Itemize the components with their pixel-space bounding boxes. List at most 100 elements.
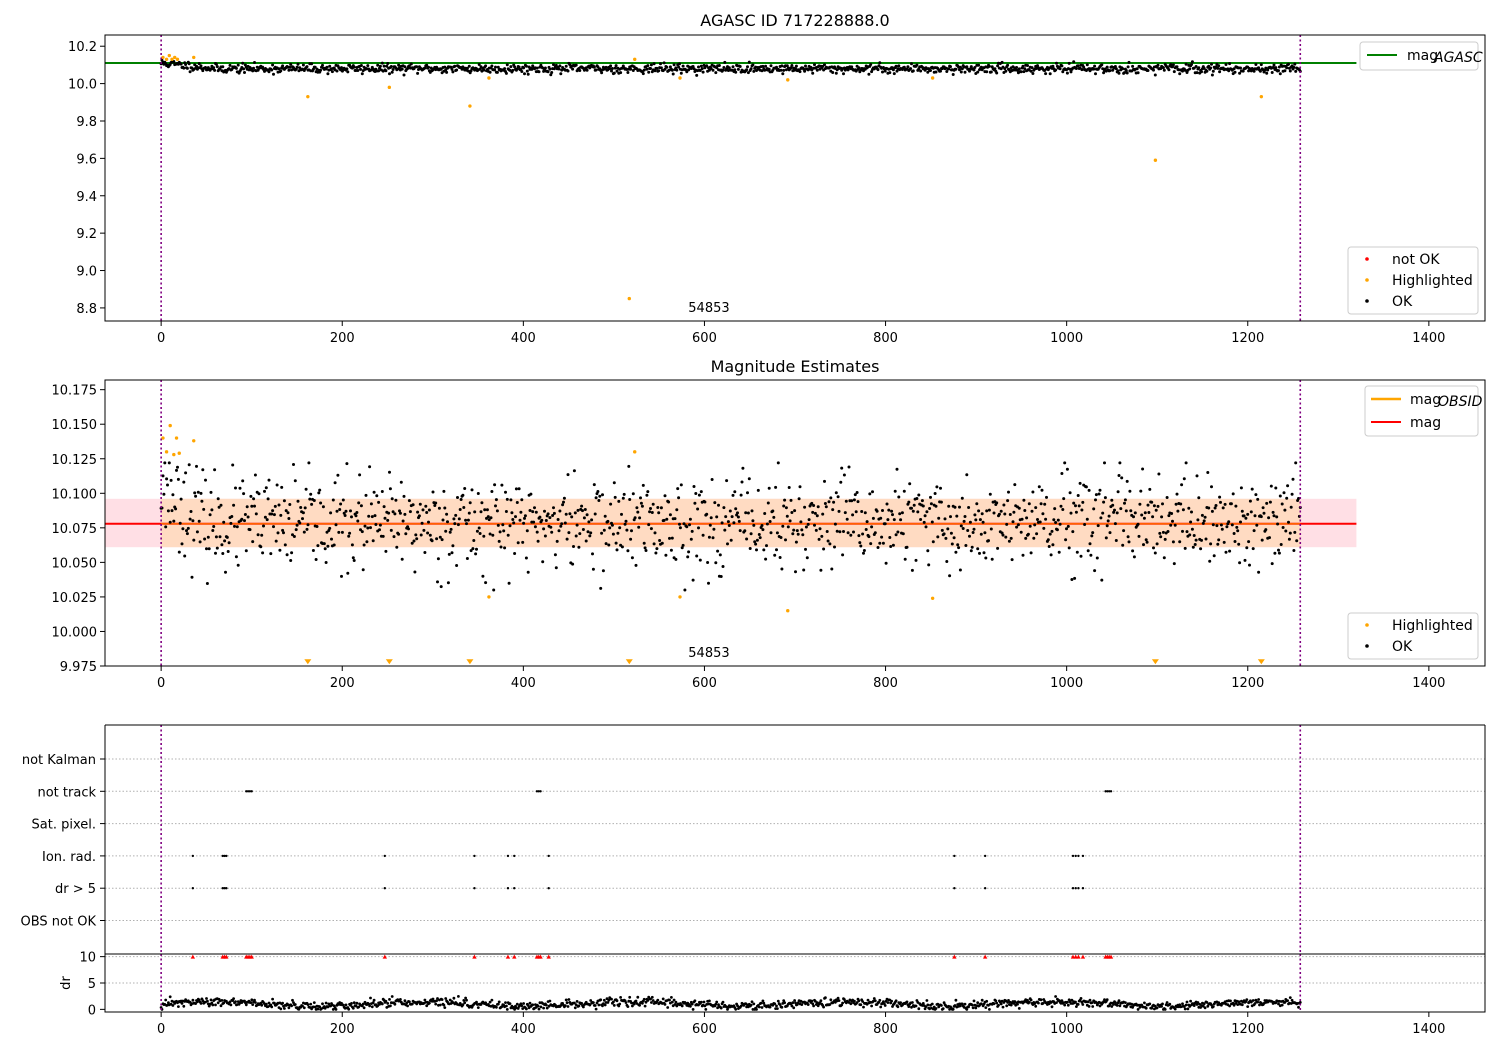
ok-point xyxy=(459,498,463,501)
ok-point xyxy=(1105,65,1109,69)
ok-point xyxy=(227,541,231,545)
flag-category-label: OBS not OK xyxy=(21,915,97,930)
ok-point xyxy=(542,527,546,531)
ok-point xyxy=(689,537,693,541)
flag-point xyxy=(539,790,542,793)
ok-point xyxy=(1243,558,1247,562)
ok-point xyxy=(443,506,447,510)
ok-point xyxy=(1011,520,1015,524)
ok-point xyxy=(961,527,965,530)
ok-point xyxy=(1047,545,1051,548)
ok-point xyxy=(189,510,193,513)
ok-point xyxy=(250,504,254,508)
ok-point xyxy=(393,512,397,516)
ok-point xyxy=(609,502,613,506)
ok-point xyxy=(296,499,300,503)
ok-point xyxy=(694,492,698,495)
ok-point xyxy=(166,483,169,487)
y-tick-label: 0 xyxy=(88,1003,96,1018)
ok-point xyxy=(1067,998,1071,1002)
ok-point xyxy=(406,1004,409,1008)
ok-point xyxy=(988,492,992,496)
ok-point xyxy=(933,492,937,495)
ok-point xyxy=(545,1006,549,1010)
ok-point xyxy=(890,509,894,513)
ok-point xyxy=(947,67,951,71)
ok-point xyxy=(1248,499,1252,503)
ok-point xyxy=(386,1002,390,1005)
ok-point xyxy=(292,463,295,466)
highlighted-point xyxy=(192,55,196,60)
ok-point xyxy=(194,494,198,498)
ok-point xyxy=(362,1006,366,1010)
ok-point xyxy=(371,539,375,543)
ok-point xyxy=(574,534,578,538)
ok-point xyxy=(996,64,1000,68)
ok-point xyxy=(368,465,372,469)
ok-point xyxy=(475,547,478,551)
flag-point xyxy=(221,854,224,858)
ok-point xyxy=(328,64,332,68)
ok-point xyxy=(472,539,476,542)
ok-point xyxy=(1163,537,1167,541)
ok-point xyxy=(782,504,786,508)
ok-point xyxy=(1064,538,1068,542)
ok-point xyxy=(748,547,752,550)
ok-point xyxy=(218,535,222,539)
ok-point xyxy=(376,63,380,67)
ok-point xyxy=(806,1003,810,1006)
ok-point xyxy=(1171,540,1175,544)
ok-point xyxy=(831,71,835,74)
ok-point xyxy=(630,529,633,533)
ok-point xyxy=(219,1004,223,1008)
ok-point xyxy=(919,518,923,521)
ok-point xyxy=(1286,999,1289,1002)
ok-point xyxy=(177,1005,180,1008)
ok-point xyxy=(185,529,188,533)
x-tick-label: 1000 xyxy=(1050,676,1083,691)
ok-point xyxy=(182,480,186,484)
ok-point xyxy=(1295,539,1299,543)
ok-point xyxy=(275,483,279,487)
ok-point xyxy=(722,66,726,69)
capped-dr-marker xyxy=(512,954,517,959)
ok-point xyxy=(310,502,314,506)
ok-point xyxy=(1124,69,1128,72)
y-tick-label: 10.2 xyxy=(68,40,97,55)
ok-point xyxy=(1016,523,1020,527)
plot-title: AGASC ID 717228888.0 xyxy=(700,11,889,30)
ok-point xyxy=(824,505,828,509)
ok-point xyxy=(937,516,941,520)
ok-point xyxy=(462,506,466,509)
ok-point xyxy=(431,997,435,1001)
ok-point xyxy=(1240,509,1244,513)
ok-point xyxy=(1013,483,1017,487)
ok-point xyxy=(282,499,286,503)
ok-point xyxy=(1100,63,1104,67)
ok-point xyxy=(384,69,388,73)
ok-point xyxy=(289,62,293,66)
ok-point xyxy=(513,65,517,69)
ok-point xyxy=(624,1001,628,1004)
ok-point xyxy=(674,1000,678,1004)
ok-point xyxy=(668,513,672,517)
ok-point xyxy=(361,568,365,572)
ok-point xyxy=(687,550,691,554)
ok-point xyxy=(680,1004,684,1008)
ok-point xyxy=(1142,516,1146,520)
ok-point xyxy=(999,1002,1003,1006)
ok-point xyxy=(575,523,579,527)
ok-point xyxy=(668,998,671,1002)
ok-point xyxy=(1261,506,1265,510)
ok-point xyxy=(819,568,823,572)
ok-point xyxy=(1279,543,1283,546)
ok-point xyxy=(778,556,782,559)
ok-point xyxy=(1288,531,1292,535)
ok-point xyxy=(1190,527,1194,531)
ok-point xyxy=(500,483,504,487)
ok-point xyxy=(613,66,617,70)
x-tick-label: 600 xyxy=(692,676,717,691)
ok-point xyxy=(921,1002,925,1005)
ok-point xyxy=(1285,66,1289,70)
ok-point xyxy=(250,998,254,1002)
